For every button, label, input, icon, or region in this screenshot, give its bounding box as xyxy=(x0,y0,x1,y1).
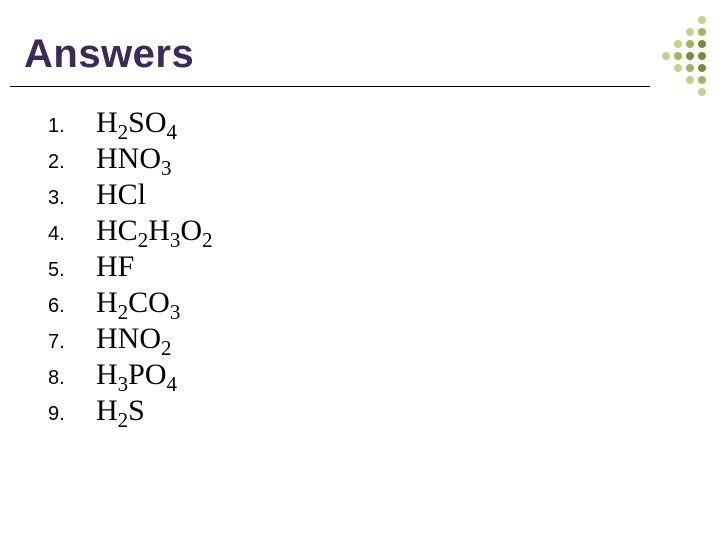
list-number: 8. xyxy=(40,367,96,390)
chemical-formula: H2S xyxy=(96,394,145,428)
list-number: 2. xyxy=(40,151,96,174)
list-item: 8.H3PO4 xyxy=(40,358,213,392)
list-item: 1.H2SO4 xyxy=(40,106,213,140)
list-number: 1. xyxy=(40,115,96,138)
chemical-formula: HNO3 xyxy=(96,142,172,176)
chemical-formula: H2SO4 xyxy=(96,106,177,140)
chemical-formula: H3PO4 xyxy=(96,358,177,392)
chemical-formula: H2CO3 xyxy=(96,286,180,320)
list-number: 3. xyxy=(40,187,96,210)
list-item: 2.HNO3 xyxy=(40,142,213,176)
chemical-formula: HNO2 xyxy=(96,322,172,356)
chemical-formula: HCl xyxy=(96,178,146,212)
list-item: 7.HNO2 xyxy=(40,322,213,356)
list-item: 4.HC2H3O2 xyxy=(40,214,213,248)
list-item: 9.H2S xyxy=(40,394,213,428)
corner-decoration xyxy=(662,16,706,100)
chemical-formula: HC2H3O2 xyxy=(96,214,213,248)
page-title: Answers xyxy=(24,32,194,77)
list-number: 7. xyxy=(40,331,96,354)
list-item: 3.HCl xyxy=(40,178,213,212)
chemical-formula: HF xyxy=(96,250,134,284)
list-number: 4. xyxy=(40,223,96,246)
slide: { "title": { "text": "Answers", "color":… xyxy=(0,0,720,540)
list-number: 6. xyxy=(40,295,96,318)
list-number: 5. xyxy=(40,259,96,282)
list-item: 5.HF xyxy=(40,250,213,284)
list-number: 9. xyxy=(40,403,96,426)
title-divider xyxy=(10,86,650,87)
answer-list: 1.H2SO42.HNO33.HCl4.HC2H3O25.HF6.H2CO37.… xyxy=(40,106,213,430)
list-item: 6.H2CO3 xyxy=(40,286,213,320)
